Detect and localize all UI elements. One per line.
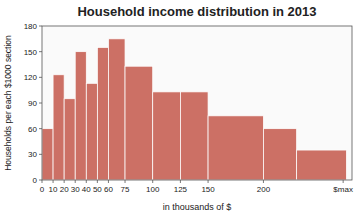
x-tick	[263, 180, 264, 183]
bar	[97, 47, 108, 180]
x-tick	[97, 180, 98, 183]
y-tick	[39, 128, 42, 129]
bar	[42, 129, 53, 180]
y-tick	[39, 103, 42, 104]
y-tick-label: 90	[28, 99, 37, 108]
x-tick	[125, 180, 126, 183]
x-tick-label: 0	[40, 185, 45, 194]
y-tick	[39, 77, 42, 78]
x-tick-label: $max	[333, 185, 353, 194]
x-tick	[75, 180, 76, 183]
y-tick-label: 150	[24, 48, 38, 57]
y-tick	[39, 180, 42, 181]
plot-frame	[42, 26, 352, 180]
bar	[125, 66, 153, 180]
bars	[42, 39, 346, 180]
bar	[297, 150, 347, 180]
x-tick-label: 10	[49, 185, 58, 194]
x-tick	[64, 180, 65, 183]
bar	[208, 116, 263, 180]
y-tick	[39, 154, 42, 155]
x-tick-label: 125	[174, 185, 188, 194]
y-tick-label: 180	[24, 22, 38, 31]
x-tick-label: 30	[71, 185, 80, 194]
x-tick	[108, 180, 109, 183]
x-tick	[42, 180, 43, 183]
x-tick-label: 50	[93, 185, 102, 194]
bar	[53, 75, 64, 180]
y-tick-label: 30	[28, 150, 37, 159]
x-tick-label: 150	[201, 185, 215, 194]
chart: Household income distribution in 2013 0 10…	[0, 0, 360, 220]
y-tick-label: 0	[33, 176, 38, 185]
page: {"chart_data": {"type": "histogram", "ti…	[0, 0, 360, 220]
x-tick	[208, 180, 209, 183]
bar	[86, 83, 97, 180]
bar	[263, 129, 296, 180]
x-tick	[86, 180, 87, 183]
bar	[75, 52, 86, 180]
bar	[64, 99, 75, 180]
x-tick	[152, 180, 153, 183]
title: Household income distribution in 2013	[77, 4, 316, 19]
x-tick	[53, 180, 54, 183]
y-tick	[39, 26, 42, 27]
x-tick-label: 200	[257, 185, 271, 194]
x-tick	[180, 180, 181, 183]
y-tick-label: 120	[24, 73, 38, 82]
x-tick-label: 60	[104, 185, 113, 194]
x-tick-label: 75	[121, 185, 130, 194]
y-tick-label: 60	[28, 125, 37, 134]
bar	[153, 92, 181, 180]
bar	[108, 39, 125, 180]
y-tick	[39, 51, 42, 52]
bar	[180, 92, 208, 180]
plot-area	[42, 26, 352, 180]
x-tick-label: 20	[60, 185, 69, 194]
x-tick-label: 40	[82, 185, 91, 194]
y-axis-label: Households per each $1000 section	[3, 35, 13, 171]
x-tick	[343, 180, 344, 183]
x-tick-label: 100	[146, 185, 160, 194]
x-axis-label: in thousands of $	[163, 202, 232, 212]
